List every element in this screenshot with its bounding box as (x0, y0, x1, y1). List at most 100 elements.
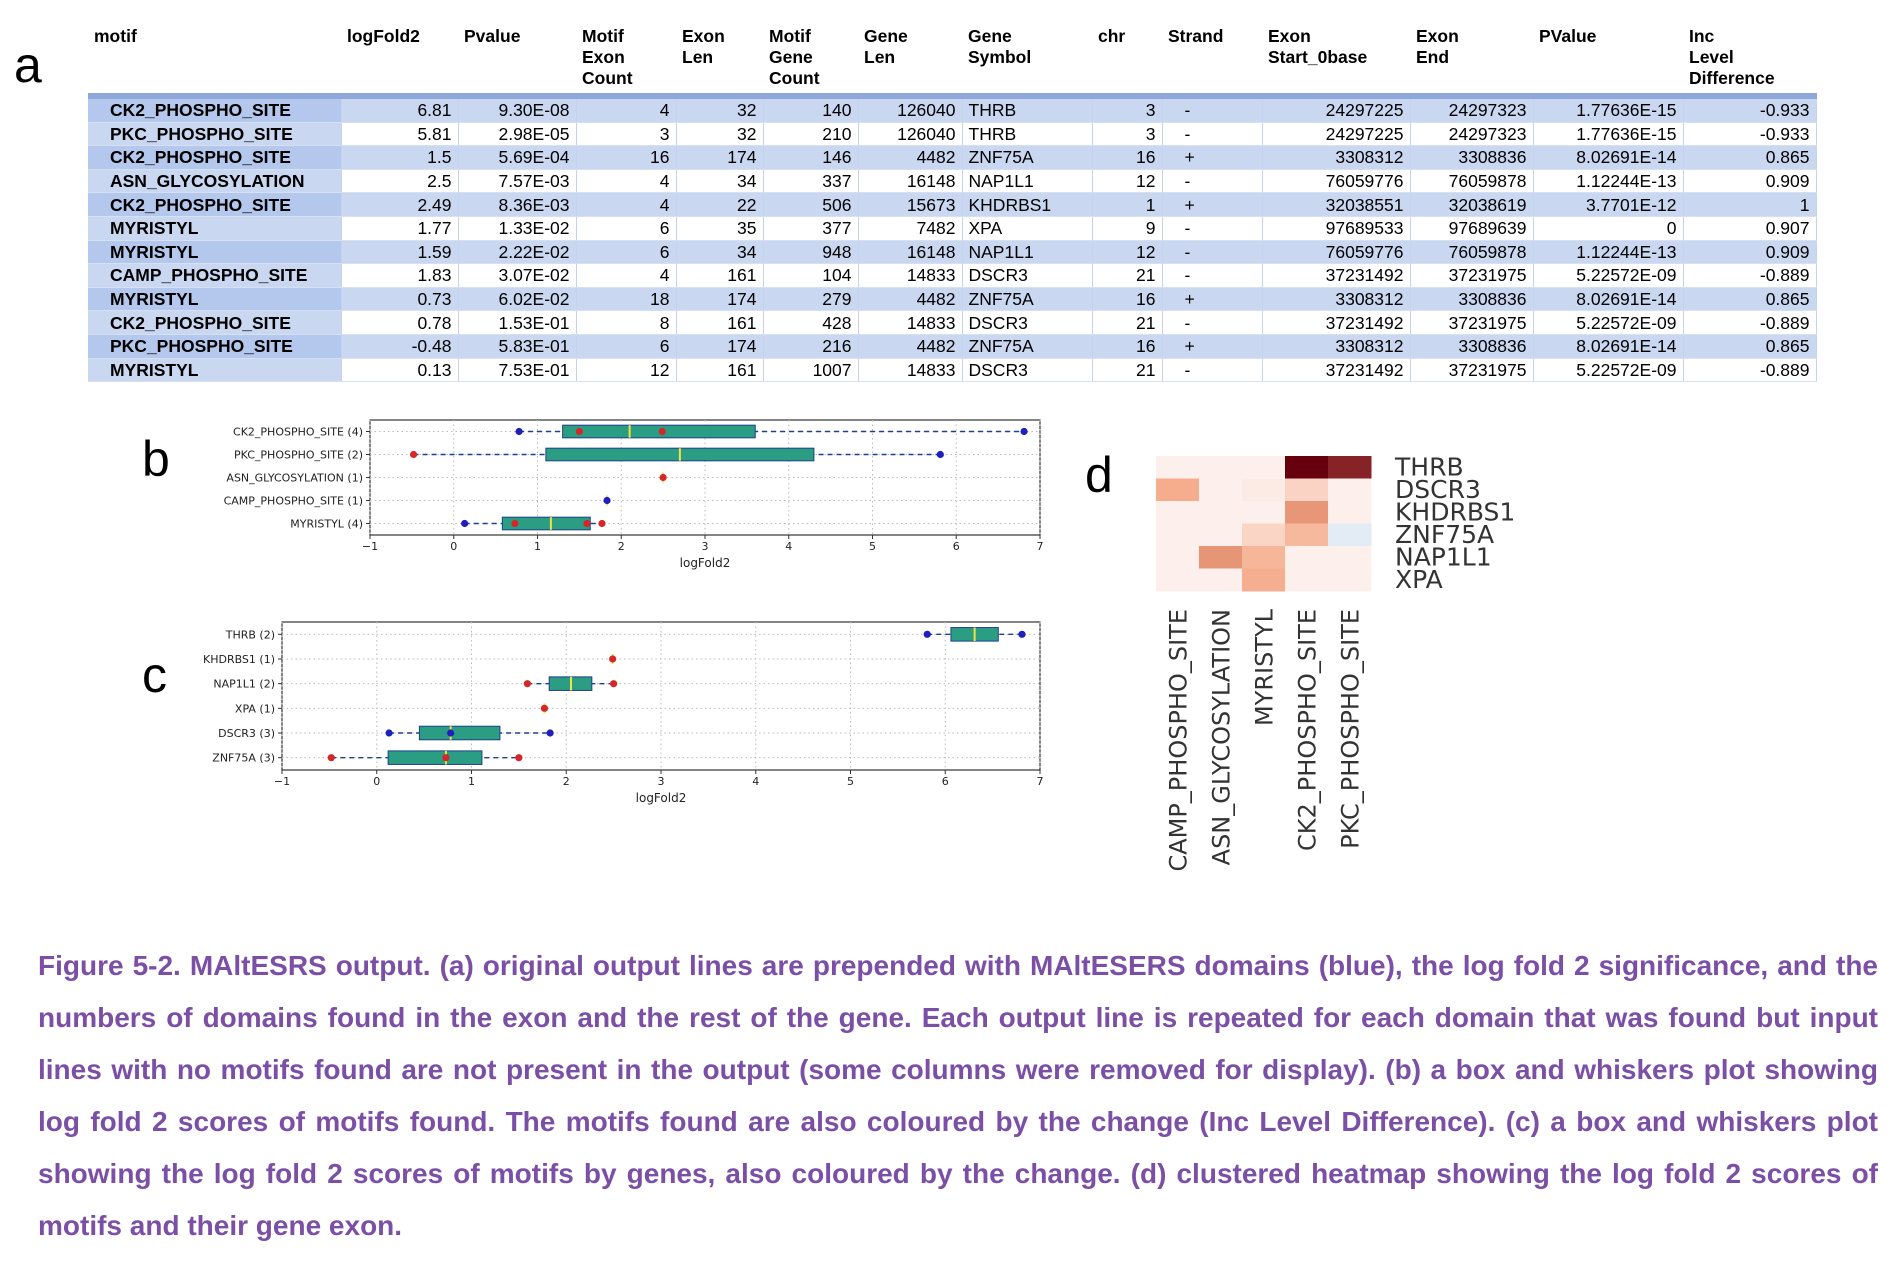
table-cell: 16 (576, 145, 677, 170)
plot-area (281, 621, 1041, 771)
table-cell: 4 (576, 92, 677, 123)
table-cell: 1.5 (341, 145, 459, 170)
table-cell: - (1162, 310, 1263, 335)
table-cell: 0.909 (1683, 240, 1817, 265)
table-cell: 337 (763, 169, 859, 194)
y-tick-label: ASN_GLYCOSYLATION (1) (226, 472, 363, 485)
table-cell: 24297323 (1410, 122, 1534, 147)
table-cell: 1.33E-02 (458, 216, 577, 241)
data-point (327, 754, 335, 762)
table-cell: 1 (1092, 192, 1163, 217)
table-cell: + (1162, 287, 1263, 312)
table-cell: THRB (962, 92, 1093, 123)
heatmap-cell (1242, 478, 1286, 502)
table-cell: 948 (763, 240, 859, 265)
table-cell: 1.77636E-15 (1533, 92, 1684, 123)
table-cell: 5.22572E-09 (1533, 358, 1684, 383)
heatmap-cell (1328, 546, 1372, 569)
table-cell: 37231492 (1262, 310, 1411, 335)
heatmap-cell (1199, 478, 1243, 502)
column-header: Inc Level Difference (1683, 22, 1816, 96)
data-point (583, 519, 591, 528)
x-tick-label: 6 (953, 540, 960, 553)
table-cell: 3308836 (1410, 334, 1534, 359)
heatmap-cell (1242, 523, 1286, 547)
y-tick-label: ZNF75A (3) (212, 752, 275, 765)
data-point (575, 427, 583, 436)
heatmap-cell (1328, 501, 1372, 524)
column-header: Exon Start_0base (1262, 22, 1410, 96)
table-cell: 9 (1092, 216, 1163, 241)
data-point (385, 729, 393, 737)
table-cell: 76059776 (1262, 169, 1411, 194)
table-cell: 7.57E-03 (458, 169, 577, 194)
table-cell: MYRISTYL (88, 287, 342, 312)
data-point (540, 704, 549, 712)
table-cell: 76059776 (1262, 240, 1411, 265)
table-cell: 14833 (858, 358, 963, 383)
table-row: ASN_GLYCOSYLATION 2.5 7.57E-03 4 34 337 16148 N… (88, 169, 1817, 194)
data-point (609, 655, 617, 663)
data-point (511, 519, 519, 528)
table-cell: 216 (763, 334, 859, 359)
panel-letter-a: a (14, 37, 42, 93)
table-cell: 4482 (858, 145, 963, 170)
table-cell: 2.98E-05 (458, 122, 577, 147)
table-cell: 8.02691E-14 (1533, 334, 1684, 359)
table-cell: DSCR3 (962, 263, 1093, 288)
table-cell: 35 (676, 216, 764, 241)
y-tick-label: KHDRBS1 (1) (203, 653, 275, 666)
table-cell: -0.933 (1683, 122, 1817, 147)
table-cell: 3 (1092, 122, 1163, 147)
heatmap-row-label: THRB (1394, 453, 1464, 482)
table-cell: 0.13 (341, 358, 459, 383)
data-point (610, 680, 618, 688)
table-cell: XPA (962, 216, 1093, 241)
table-cell: 3 (576, 122, 677, 147)
panel-letter-b: b (142, 431, 170, 487)
table-cell: 5.22572E-09 (1533, 263, 1684, 288)
data-point (923, 630, 931, 638)
table-row: MYRISTYL 0.13 7.53E-01 12 161 1007 14833 DSCR3 2… (88, 358, 1817, 383)
table-cell: 3.7701E-12 (1533, 192, 1684, 217)
table-cell: 97689639 (1410, 216, 1534, 241)
table-cell: 1 (1683, 192, 1817, 217)
table-cell: 0.865 (1683, 145, 1817, 170)
table-cell: + (1162, 192, 1263, 217)
table-cell: - (1162, 92, 1263, 123)
table-cell: 32 (676, 122, 764, 147)
table-cell: 12 (576, 358, 677, 383)
table-cell: 37231492 (1262, 263, 1411, 288)
table-cell: 174 (676, 145, 764, 170)
table-cell: 1.77 (341, 216, 459, 241)
table-cell: 14833 (858, 310, 963, 335)
table-cell: 3.07E-02 (458, 263, 577, 288)
table-cell: - (1162, 358, 1263, 383)
table-cell: 16148 (858, 169, 963, 194)
heatmap-cell (1285, 568, 1329, 592)
heatmap-cell (1285, 546, 1329, 569)
table-cell: 4 (576, 169, 677, 194)
table-cell: 32038619 (1410, 192, 1534, 217)
heatmap-row-label: XPA (1395, 565, 1443, 594)
table-cell: CK2_PHOSPHO_SITE (88, 192, 342, 217)
table-cell: 8.02691E-14 (1533, 287, 1684, 312)
table-cell: PKC_PHOSPHO_SITE (88, 334, 342, 359)
table-cell: 76059878 (1410, 169, 1534, 194)
x-tick-label: 2 (563, 775, 570, 788)
table-header-row: motif logFold2 Pvalue Motif Exon Count Exon … (88, 22, 1816, 96)
x-tick-label: 0 (450, 540, 457, 553)
motif-output-table: motif logFold2 Pvalue Motif Exon Count Exon … (88, 22, 1817, 383)
table-cell: MYRISTYL (88, 240, 342, 265)
box-plot-by-gene: −1 0 1 2 3 4 5 6 7 logFold2 THRB (2) KHDRBS1 (1) NAP… (203, 621, 1044, 805)
table-cell: CK2_PHOSPHO_SITE (88, 145, 342, 170)
table-cell: KHDRBS1 (962, 192, 1093, 217)
figure-caption: Figure 5-2. MAltESRS output. (a) origina… (38, 950, 1878, 1241)
heatmap-column-label: MYRISTYL (1251, 608, 1279, 726)
heatmap-cell (1156, 523, 1200, 547)
table-row: CK2_PHOSPHO_SITE 1.5 5.69E-04 16 174 146 4482 Z… (88, 145, 1817, 170)
heatmap-cell (1242, 501, 1286, 524)
table-row: PKC_PHOSPHO_SITE 5.81 2.98E-05 3 32 210 126040… (88, 122, 1817, 147)
table-cell: 279 (763, 287, 859, 312)
